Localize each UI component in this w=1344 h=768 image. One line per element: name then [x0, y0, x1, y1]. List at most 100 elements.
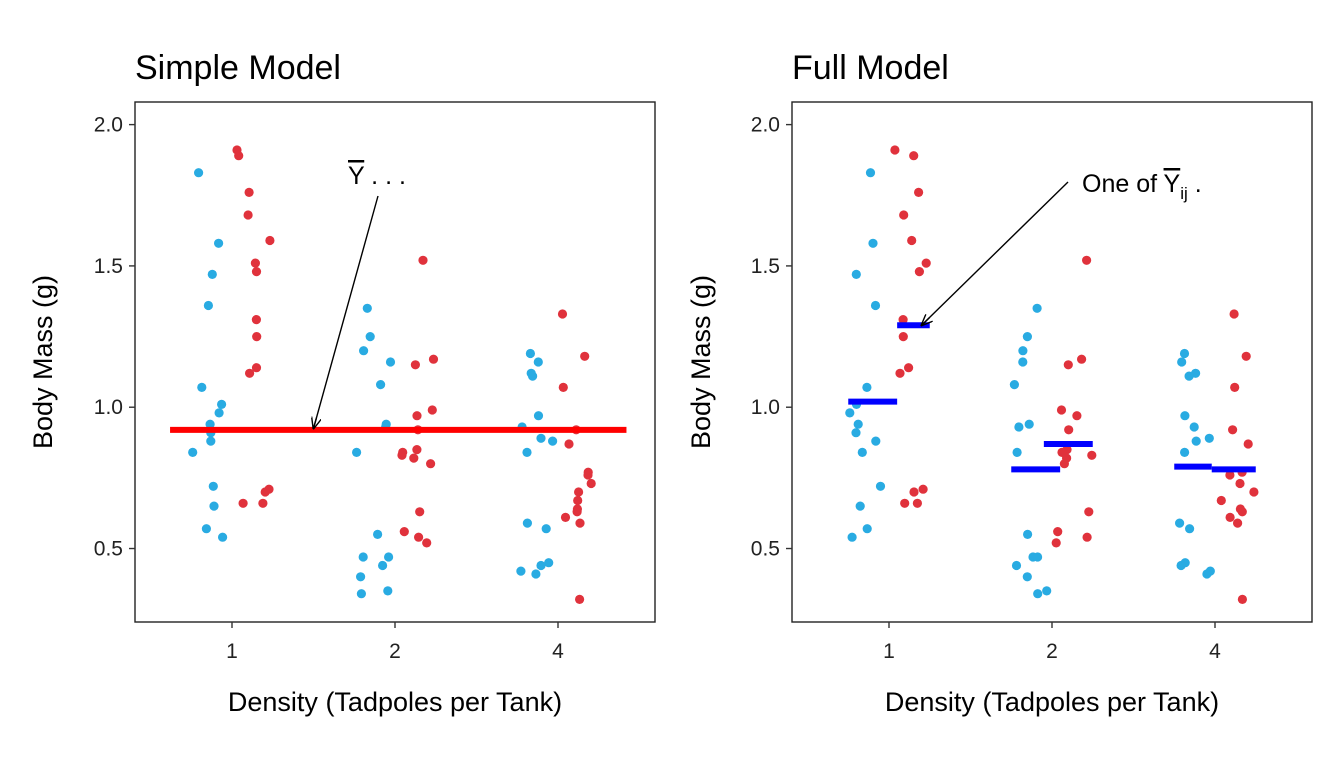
data-point-red [583, 470, 593, 480]
data-point-red [1082, 532, 1092, 542]
data-point-blue [1009, 380, 1020, 390]
y-tick-label: 1.5 [94, 255, 123, 278]
data-point-red [898, 315, 908, 325]
data-point-red [575, 594, 585, 605]
data-point-red [397, 450, 407, 460]
data-point-red [909, 151, 919, 161]
data-point-red [250, 258, 260, 268]
x-tick-label: 2 [1046, 640, 1058, 663]
data-point-red [1241, 351, 1251, 361]
data-point-red [572, 507, 582, 517]
data-point-blue [847, 532, 857, 542]
data-point-blue [217, 399, 227, 409]
data-point-red [1087, 450, 1097, 460]
data-point-red [564, 439, 574, 449]
data-point-blue [871, 436, 881, 446]
data-point-blue [378, 560, 388, 571]
data-point-blue [1177, 357, 1187, 367]
data-point-blue [1022, 332, 1032, 342]
data-point-red [921, 258, 931, 268]
data-point-blue [376, 380, 386, 390]
data-point-red [258, 498, 268, 508]
data-point-blue [522, 447, 532, 457]
data-point-blue [205, 419, 215, 429]
data-point-red [244, 187, 254, 197]
data-point-red [573, 495, 583, 506]
annotation-arrow [922, 181, 1069, 325]
data-point-red [1084, 507, 1094, 517]
data-point-blue [197, 382, 207, 392]
data-point-blue [1022, 572, 1032, 582]
data-point-blue [356, 589, 366, 599]
data-point-blue [862, 382, 872, 392]
data-point-red [558, 382, 568, 392]
y-axis-title: Body Mass (g) [28, 275, 58, 449]
data-point-blue [1185, 524, 1195, 534]
data-point-blue [203, 300, 213, 311]
data-point-blue [548, 436, 558, 446]
data-point-red [1082, 255, 1092, 265]
data-point-red [1053, 527, 1063, 537]
data-point-red [260, 487, 270, 497]
y-tick-label: 2.0 [751, 114, 780, 137]
data-point-blue [857, 447, 867, 457]
data-point-blue [1176, 560, 1186, 571]
data-point-blue [1033, 552, 1043, 562]
x-tick-label: 1 [226, 640, 238, 663]
data-point-red [409, 453, 419, 463]
x-axis-title: Density (Tadpoles per Tank) [885, 687, 1219, 717]
data-point-red [399, 527, 409, 537]
data-point-blue [851, 269, 861, 279]
data-point-red [1051, 538, 1061, 548]
data-point-blue [1033, 589, 1043, 599]
data-point-red [1225, 470, 1235, 480]
data-point-red [238, 498, 248, 508]
data-point-blue [1018, 346, 1028, 356]
data-point-red [898, 332, 908, 342]
data-point-blue [207, 269, 217, 279]
data-point-blue [209, 501, 219, 511]
data-point-blue [188, 447, 198, 457]
data-point-red [899, 210, 909, 220]
data-point-red [1216, 495, 1226, 506]
x-tick-label: 2 [389, 640, 401, 663]
data-point-blue [865, 168, 876, 178]
y-tick-label: 0.5 [751, 538, 780, 561]
data-point-blue [851, 428, 861, 438]
data-point-blue [218, 532, 228, 542]
data-point-blue [1042, 586, 1052, 596]
data-point-red [243, 210, 253, 220]
data-point-red [265, 235, 275, 246]
data-point-blue [1018, 357, 1028, 367]
data-point-red [909, 487, 919, 497]
data-point-red [414, 532, 424, 542]
data-point-red [1077, 354, 1087, 364]
data-point-blue [1014, 422, 1024, 432]
data-point-red [412, 445, 422, 455]
data-point-red [1064, 425, 1074, 435]
data-point-red [574, 487, 584, 497]
data-point-blue [206, 436, 216, 446]
data-point-blue [544, 558, 554, 568]
data-point-blue [201, 524, 211, 534]
data-point-red [428, 354, 439, 364]
data-point-blue [194, 168, 204, 178]
data-point-blue [1011, 560, 1022, 571]
data-point-red [1072, 411, 1082, 421]
data-point-blue [1180, 447, 1190, 457]
data-point-red [1059, 459, 1069, 469]
y-tick-label: 2.0 [94, 114, 123, 137]
data-point-blue [875, 481, 886, 491]
data-point-blue [522, 518, 533, 528]
data-point-red [575, 518, 585, 528]
panel-title: Simple Model [135, 49, 341, 87]
data-point-red [557, 309, 568, 319]
y-tick-label: 0.5 [94, 538, 123, 561]
data-point-red [252, 332, 262, 342]
data-point-red [914, 267, 925, 277]
x-tick-label: 4 [552, 640, 564, 663]
x-tick-label: 1 [883, 640, 895, 663]
data-point-red [912, 498, 923, 508]
data-point-blue [525, 348, 536, 359]
data-point-blue [536, 560, 546, 571]
